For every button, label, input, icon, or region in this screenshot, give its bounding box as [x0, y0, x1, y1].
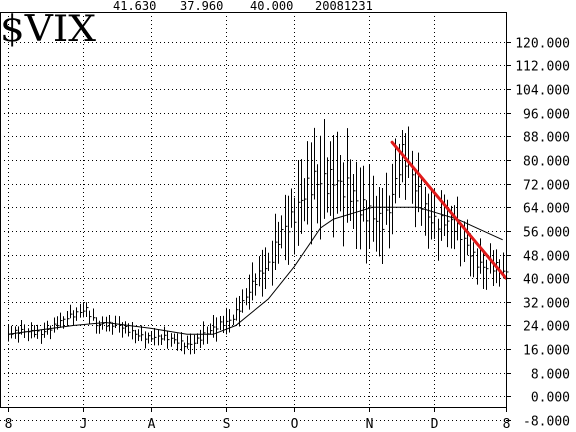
- moving-average-layer: [7, 206, 503, 335]
- plot-frame: [0, 12, 507, 408]
- y-tick-label: 40.000: [523, 273, 570, 288]
- axis-layer: -8.000 0.000 8.000 16.000 24.000 32.000 40.000…: [0, 12, 570, 432]
- y-tick-label: 96.000: [523, 108, 570, 123]
- x-tick-label: O: [291, 417, 299, 432]
- x-tick-label: D: [431, 417, 439, 432]
- x-tick-label: A: [148, 417, 156, 432]
- x-tick-label: N: [366, 417, 374, 432]
- y-tick-label: 48.000: [523, 250, 570, 265]
- y-tick-label: 24.000: [523, 320, 570, 335]
- y-tick-label: 112.000: [515, 60, 570, 75]
- y-tick-label: 0.000: [531, 391, 570, 406]
- x-tick-label: 8: [5, 417, 13, 432]
- trendline-layer: [390, 140, 508, 280]
- y-tick-label: 8.000: [531, 368, 570, 383]
- y-tick-label: 88.000: [523, 131, 570, 146]
- moving-average-line: [7, 206, 503, 335]
- header-value-2: 37.960: [180, 0, 223, 13]
- x-tick-label: J: [80, 417, 88, 432]
- header-date: 20081231: [315, 0, 373, 13]
- y-tick-label: 64.000: [523, 202, 570, 217]
- y-tick-label: 56.000: [523, 226, 570, 241]
- x-tick-label: S: [223, 417, 231, 432]
- y-tick-label: 16.000: [523, 344, 570, 359]
- y-tick-label: -8.000: [523, 415, 570, 430]
- y-tick-label: 104.000: [515, 84, 570, 99]
- x-tick-label: 8: [503, 417, 511, 432]
- y-tick-label: 72.000: [523, 179, 570, 194]
- y-tick-label: 32.000: [523, 297, 570, 312]
- header-value-3: 40.000: [250, 0, 293, 13]
- downtrend-line: [390, 140, 508, 280]
- chart-title: $VIX: [0, 9, 96, 50]
- grid-layer: [0, 12, 507, 421]
- header-value-1: 41.630: [113, 0, 156, 13]
- y-tick-label: 120.000: [515, 37, 570, 52]
- y-tick-label: 80.000: [523, 155, 570, 170]
